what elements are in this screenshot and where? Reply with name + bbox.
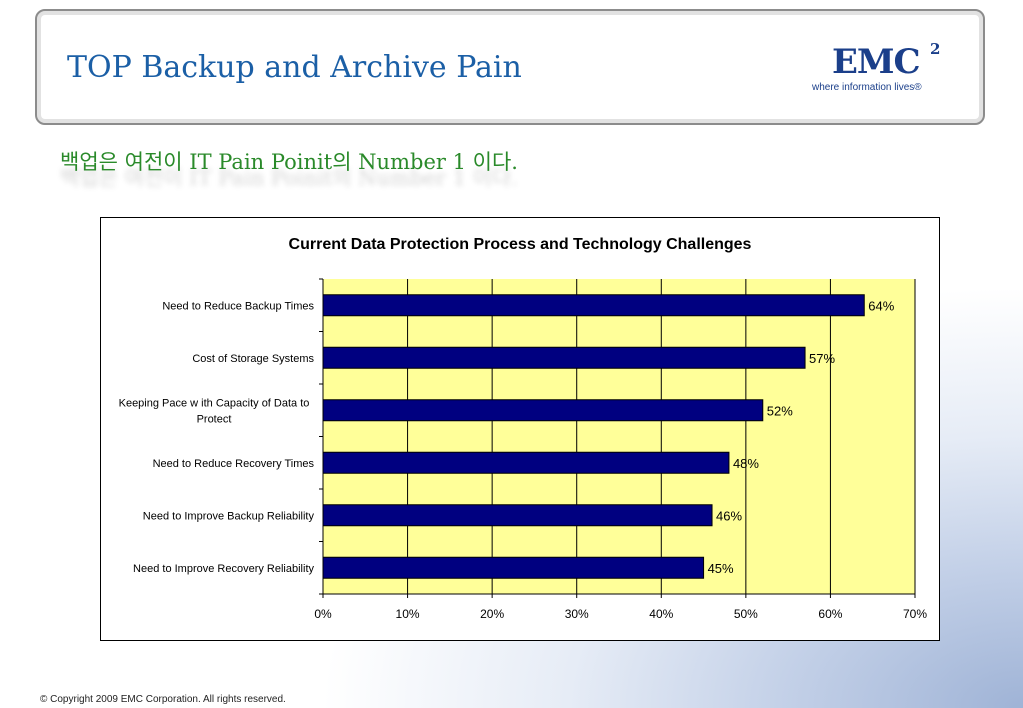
bar xyxy=(322,504,713,527)
data-label: 45% xyxy=(708,561,734,576)
data-label: 52% xyxy=(767,403,793,418)
bar xyxy=(322,294,865,317)
logo-word: EMC xyxy=(832,42,921,82)
category-label-line: Need to Improve Recovery Reliability xyxy=(133,563,314,575)
bar xyxy=(322,346,806,369)
bar xyxy=(322,451,730,474)
x-tick-label: 20% xyxy=(480,607,504,621)
category-label-line: Protect xyxy=(197,413,232,425)
data-label: 64% xyxy=(868,298,894,313)
bar xyxy=(322,399,764,422)
bar xyxy=(322,556,705,579)
category-label: Need to Reduce Backup Times xyxy=(162,300,314,312)
category-label-line: Need to Reduce Recovery Times xyxy=(153,458,315,470)
category-label: Need to Reduce Recovery Times xyxy=(153,458,315,470)
category-label-line: Keeping Pace w ith Capacity of Data to xyxy=(119,397,310,409)
category-label-line: Cost of Storage Systems xyxy=(192,353,314,365)
title-banner xyxy=(35,9,985,125)
x-tick-label: 10% xyxy=(396,607,420,621)
data-label: 46% xyxy=(716,508,742,523)
chart-title: Current Data Protection Process and Tech… xyxy=(289,236,752,253)
x-tick-label: 70% xyxy=(903,607,927,621)
bar-chart: Current Data Protection Process and Tech… xyxy=(119,236,928,621)
x-tick-label: 40% xyxy=(649,607,673,621)
category-label: Need to Improve Recovery Reliability xyxy=(133,563,314,575)
x-tick-label: 30% xyxy=(565,607,589,621)
copyright-footer: © Copyright 2009 EMC Corporation. All ri… xyxy=(40,694,286,705)
category-label: Keeping Pace w ith Capacity of Data to Pr… xyxy=(119,397,310,425)
plot-area xyxy=(323,279,915,594)
emc-logo: EMC 2 where information lives® xyxy=(812,40,952,97)
x-tick-label: 0% xyxy=(314,607,332,621)
category-label-line: Need to Improve Backup Reliability xyxy=(143,510,315,522)
x-tick-label: 60% xyxy=(818,607,842,621)
category-label: Need to Improve Backup Reliability xyxy=(143,510,315,522)
data-label: 48% xyxy=(733,456,759,471)
page-title: TOP Backup and Archive Pain xyxy=(67,50,522,85)
category-label-line: Need to Reduce Backup Times xyxy=(162,300,314,312)
x-tick-label: 50% xyxy=(734,607,758,621)
category-label: Cost of Storage Systems xyxy=(192,353,314,365)
data-label: 57% xyxy=(809,351,835,366)
chart-frame: Current Data Protection Process and Tech… xyxy=(100,217,940,641)
logo-tagline: where information lives® xyxy=(812,82,922,93)
slide-subtitle: 백업은 여전이 IT Pain Poinit의 Number 1 이다. xyxy=(60,150,518,174)
logo-superscript: 2 xyxy=(930,40,941,58)
